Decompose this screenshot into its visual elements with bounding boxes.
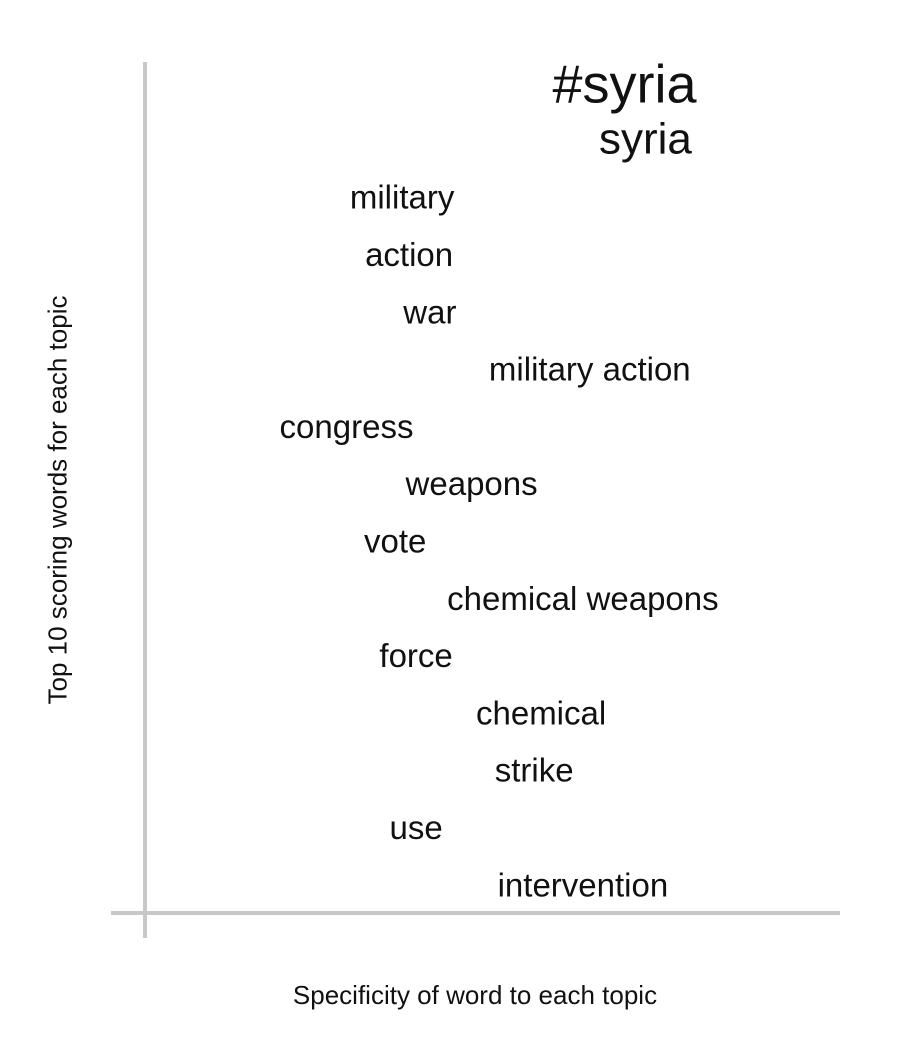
x-axis-title: Specificity of word to each topic <box>292 980 658 1010</box>
word-label: weapons <box>405 465 538 502</box>
word-label: congress <box>280 408 414 445</box>
word-label: military action <box>489 351 691 388</box>
word-label: chemical weapons <box>447 580 718 617</box>
word-label: vote <box>364 523 426 560</box>
word-label: chemical <box>476 694 606 731</box>
word-label: force <box>379 637 452 674</box>
word-label: use <box>389 809 442 846</box>
word-label: war <box>402 293 456 330</box>
word-label: military <box>350 179 455 216</box>
word-label: intervention <box>498 866 669 903</box>
word-label: action <box>365 236 453 273</box>
word-label: strike <box>495 752 574 789</box>
y-axis-title: Top 10 scoring words for each topic <box>42 295 73 705</box>
word-label: #syria <box>552 54 697 114</box>
word-label: syria <box>599 115 692 164</box>
